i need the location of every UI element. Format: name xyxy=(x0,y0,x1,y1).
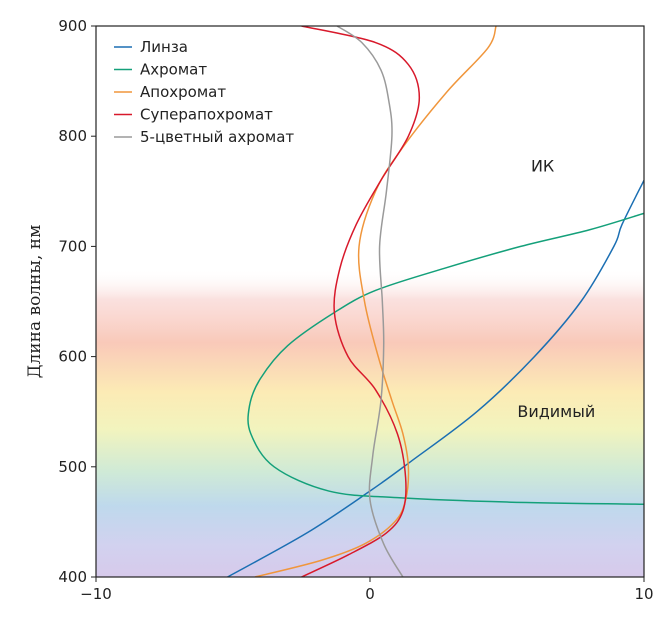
series-line-1 xyxy=(227,179,644,577)
y-tick-label: 400 xyxy=(58,568,87,586)
legend-label: Апохромат xyxy=(140,83,226,101)
series-line-5 xyxy=(336,26,404,577)
series-line-2 xyxy=(247,212,644,506)
series-line-4 xyxy=(301,26,421,577)
region-label: ИК xyxy=(531,156,555,175)
legend-label: Суперапохромат xyxy=(140,106,273,124)
y-tick-label: 800 xyxy=(58,127,87,145)
legend: Линза Ахромат Апохромат Суперапохромат 5-цве… xyxy=(114,38,294,146)
series-line-3 xyxy=(254,26,497,577)
region-labels: ИК Видимый xyxy=(517,156,595,421)
legend-label: Ахромат xyxy=(140,61,207,79)
region-label: Видимый xyxy=(517,402,595,421)
axis-layer: −10 0 10 400 500 600 700 800 900 xyxy=(58,17,653,603)
y-tick-label: 700 xyxy=(58,237,87,255)
x-tick-label: 0 xyxy=(365,585,375,603)
legend-label: Линза xyxy=(140,38,188,56)
y-tick-label: 600 xyxy=(58,348,87,366)
x-tick-label: 10 xyxy=(634,585,653,603)
y-tick-label: 900 xyxy=(58,17,87,35)
x-tick-label: −10 xyxy=(80,585,112,603)
y-tick-label: 500 xyxy=(58,458,87,476)
visible-spectrum-band xyxy=(96,268,644,577)
series-layer xyxy=(227,26,644,577)
legend-label: 5-цветный ахромат xyxy=(140,128,294,146)
y-axis-title: Длина волны, нм xyxy=(25,225,45,379)
